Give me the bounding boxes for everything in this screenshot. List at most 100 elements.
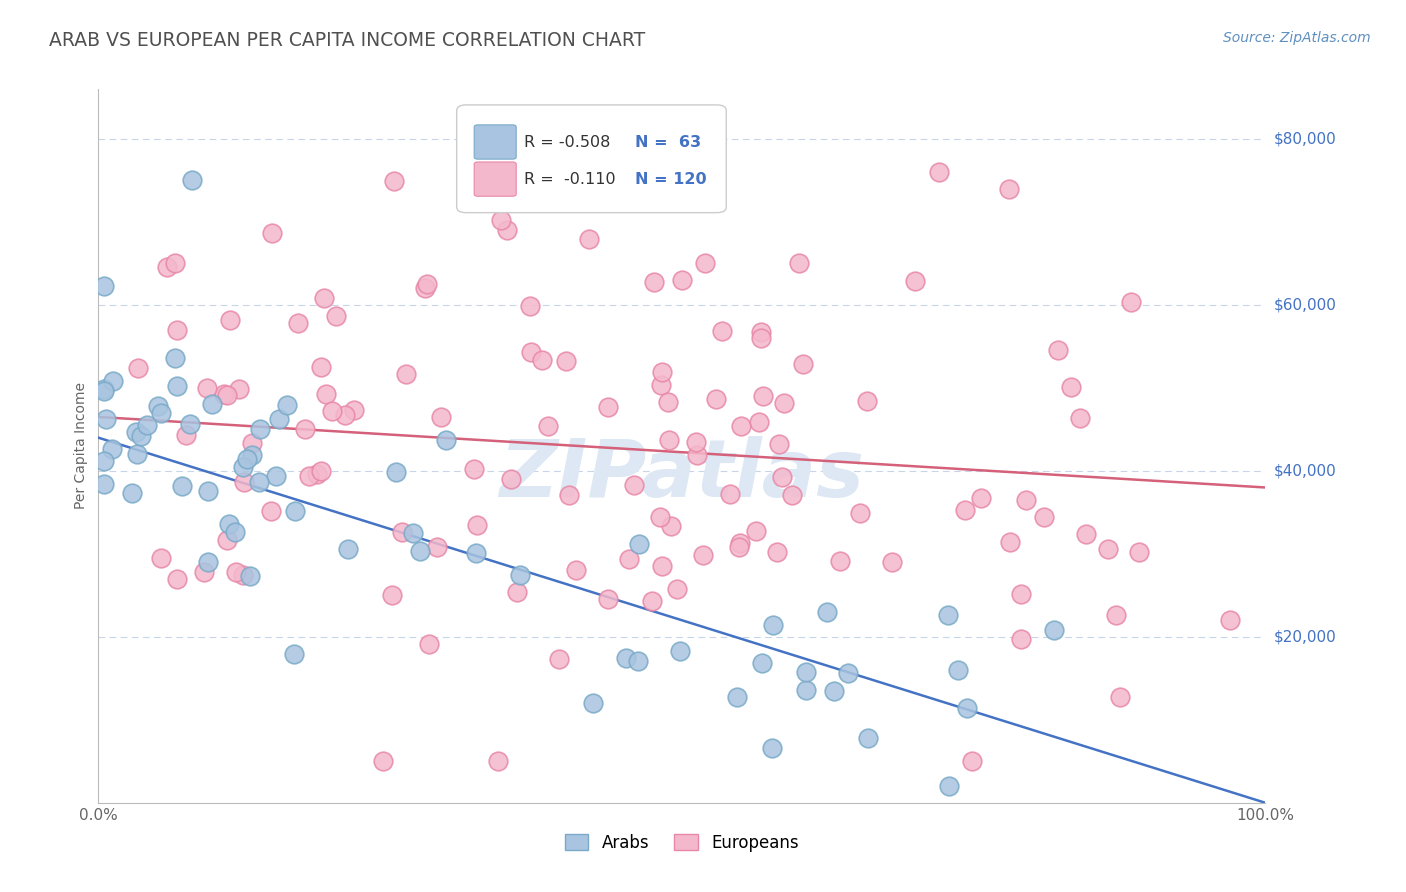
Point — [100, 442, 122, 456]
Point — [284, 504, 307, 518]
Text: Source: ZipAtlas.com: Source: ZipAtlas.com — [1223, 31, 1371, 45]
Text: N =  63: N = 63 — [636, 135, 702, 150]
Point — [704, 392, 727, 406]
Point — [125, 447, 148, 461]
Point — [787, 256, 810, 270]
Point — [956, 701, 979, 715]
Point — [217, 388, 239, 402]
Point — [121, 485, 143, 500]
Point — [505, 584, 527, 599]
Point — [685, 434, 707, 449]
Point — [596, 591, 619, 606]
Point — [770, 470, 793, 484]
Point — [953, 503, 976, 517]
Point — [129, 429, 152, 443]
Point — [730, 419, 752, 434]
FancyBboxPatch shape — [457, 105, 727, 212]
Point — [385, 466, 408, 480]
Text: $20,000: $20,000 — [1274, 630, 1337, 644]
Point — [489, 213, 512, 227]
Point — [315, 387, 337, 401]
Point — [666, 582, 689, 596]
Point — [548, 651, 571, 665]
Point — [1000, 535, 1022, 549]
FancyBboxPatch shape — [474, 125, 516, 159]
Point — [780, 488, 803, 502]
Point — [725, 690, 748, 704]
Point — [391, 524, 413, 539]
Text: ARAB VS EUROPEAN PER CAPITA INCOME CORRELATION CHART: ARAB VS EUROPEAN PER CAPITA INCOME CORRE… — [49, 31, 645, 50]
Point — [298, 469, 321, 483]
Y-axis label: Per Capita Income: Per Capita Income — [75, 383, 89, 509]
Point — [640, 594, 662, 608]
Point — [749, 325, 772, 339]
Point — [247, 475, 270, 490]
Point — [1097, 542, 1119, 557]
Point — [219, 313, 242, 327]
Point — [195, 381, 218, 395]
Point — [146, 399, 169, 413]
Point — [125, 425, 148, 440]
Point — [276, 398, 298, 412]
Point — [1043, 623, 1066, 637]
Point — [335, 408, 357, 422]
Point — [651, 559, 673, 574]
Point — [163, 351, 186, 365]
Point — [837, 665, 859, 680]
Point — [240, 448, 263, 462]
Point — [519, 299, 541, 313]
Point — [751, 389, 773, 403]
Point — [1046, 343, 1069, 358]
Point — [749, 331, 772, 345]
Point — [463, 461, 485, 475]
Point — [598, 401, 620, 415]
Text: $80,000: $80,000 — [1274, 131, 1337, 146]
Point — [938, 779, 960, 793]
Point — [768, 437, 790, 451]
Point — [309, 463, 332, 477]
Point — [325, 309, 347, 323]
Point — [93, 454, 115, 468]
Point — [627, 536, 650, 550]
Text: R = -0.508: R = -0.508 — [524, 135, 610, 150]
Point — [486, 754, 509, 768]
Point — [373, 754, 395, 768]
Point — [166, 323, 188, 337]
Point — [718, 487, 741, 501]
Point — [730, 535, 752, 549]
Point — [762, 618, 785, 632]
Point — [337, 541, 360, 556]
Point — [1219, 613, 1241, 627]
Point — [643, 275, 665, 289]
Point — [266, 468, 288, 483]
Point — [904, 273, 927, 287]
Point — [426, 540, 449, 554]
Point — [156, 260, 179, 275]
Point — [773, 395, 796, 409]
Point — [614, 651, 637, 665]
Point — [1121, 295, 1143, 310]
Point — [465, 518, 488, 533]
Point — [792, 357, 814, 371]
Point — [180, 173, 202, 187]
Point — [380, 589, 402, 603]
Point — [651, 365, 673, 379]
Point — [239, 569, 262, 583]
Point — [537, 419, 560, 434]
Point — [101, 374, 124, 388]
Point — [127, 361, 149, 376]
Point — [581, 696, 603, 710]
Point — [225, 565, 247, 579]
Text: R =  -0.110: R = -0.110 — [524, 171, 616, 186]
Point — [236, 451, 259, 466]
Point — [193, 566, 215, 580]
Point — [232, 567, 254, 582]
Point — [970, 491, 993, 506]
Point — [267, 411, 290, 425]
Point — [882, 555, 904, 569]
Point — [434, 433, 457, 447]
Point — [305, 467, 328, 481]
Point — [197, 555, 219, 569]
Point — [962, 754, 984, 768]
Point — [856, 394, 879, 409]
